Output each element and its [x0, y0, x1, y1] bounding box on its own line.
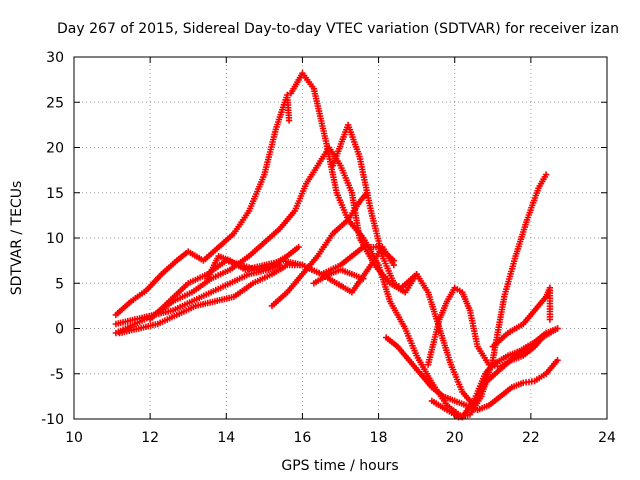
chart-title: Day 267 of 2015, Sidereal Day-to-day VTE…	[57, 21, 619, 37]
x-tick-label: 12	[141, 430, 159, 446]
series-track-n	[489, 284, 554, 350]
plot-area	[112, 70, 561, 421]
y-tick-label: 30	[46, 50, 64, 66]
series-markers	[116, 243, 397, 337]
x-tick-label: 16	[294, 430, 312, 446]
series-track-c	[112, 144, 420, 337]
series-markers	[329, 121, 561, 409]
axes: 10 12 14 16 18 20 22 24 -10 -5 0 5 10 15 20 25 30	[41, 50, 616, 446]
series-track-i	[268, 189, 371, 310]
x-axis-title: GPS time / hours	[281, 458, 398, 474]
series-markers	[489, 284, 554, 350]
series-markers	[310, 266, 367, 287]
series-markers	[112, 91, 293, 319]
series-markers	[428, 171, 550, 421]
series-markers	[268, 189, 371, 310]
x-tick-label: 24	[598, 430, 616, 446]
y-tick-label: -10	[41, 412, 64, 428]
series-markers	[424, 284, 546, 370]
series-track-d	[329, 121, 561, 409]
series-track-l	[424, 284, 546, 370]
y-tick-label: 5	[55, 276, 64, 292]
x-tick-label: 14	[217, 430, 235, 446]
y-tick-label: 0	[55, 322, 64, 338]
y-tick-label: 10	[46, 231, 64, 247]
series-track-m	[428, 171, 550, 421]
plot-frame	[73, 56, 608, 420]
series-track-k	[383, 334, 561, 414]
y-tick-label: 25	[46, 95, 64, 111]
series-track-f	[116, 243, 397, 337]
x-tick-label: 22	[522, 430, 540, 446]
series-track-a	[112, 91, 293, 319]
y-tick-label: 15	[46, 186, 64, 202]
x-tick-label: 10	[65, 430, 83, 446]
x-tick-label: 18	[370, 430, 388, 446]
series-markers	[383, 334, 561, 414]
series-track-j	[310, 266, 367, 287]
y-axis-title: SDTVAR / TECUs	[9, 181, 25, 296]
y-tick-label: -5	[50, 367, 64, 383]
series-markers	[112, 144, 420, 337]
grid	[74, 57, 607, 419]
y-tick-label: 20	[46, 141, 64, 157]
x-tick-label: 20	[446, 430, 464, 446]
